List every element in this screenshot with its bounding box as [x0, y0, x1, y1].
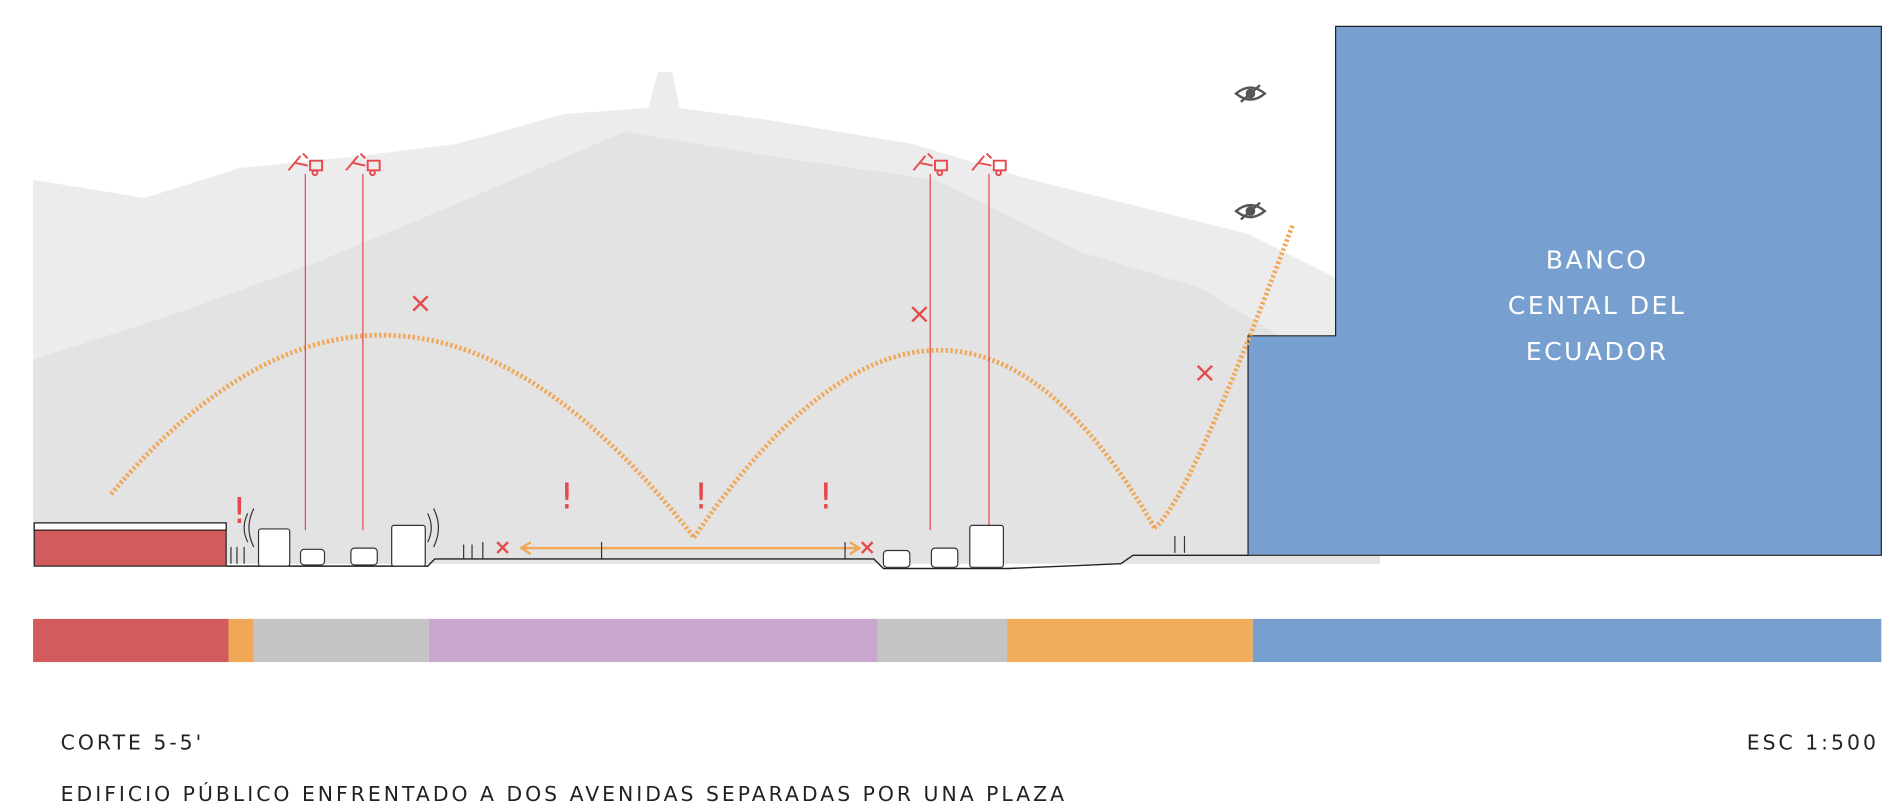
alert-mark: !	[694, 477, 708, 518]
street-figures	[230, 508, 1186, 568]
hill-texture	[33, 131, 1380, 564]
scale-label: ESC 1:500	[1747, 731, 1879, 755]
accident-icons	[287, 152, 1007, 177]
ground-line	[226, 554, 1249, 570]
plaza-arrow	[518, 541, 862, 556]
alert-mark: !	[232, 491, 246, 532]
building-label: CENTAL DEL	[1508, 291, 1686, 320]
eye-icons	[1234, 84, 1267, 221]
caption: EDIFICIO PÚBLICO ENFRENTADO A DOS AVENID…	[61, 781, 1067, 806]
alert-mark: !	[560, 477, 574, 518]
cross-marks	[412, 295, 1213, 554]
building-label: ECUADOR	[1526, 337, 1669, 366]
zone-strip	[33, 618, 1882, 663]
alert-mark: !	[819, 477, 833, 518]
section-title: CORTE 5-5'	[61, 731, 205, 755]
sight-arcs	[109, 224, 1295, 539]
conflict-lines	[304, 173, 990, 531]
building-label: BANCO	[1546, 246, 1649, 275]
left-building-roof	[33, 522, 227, 531]
